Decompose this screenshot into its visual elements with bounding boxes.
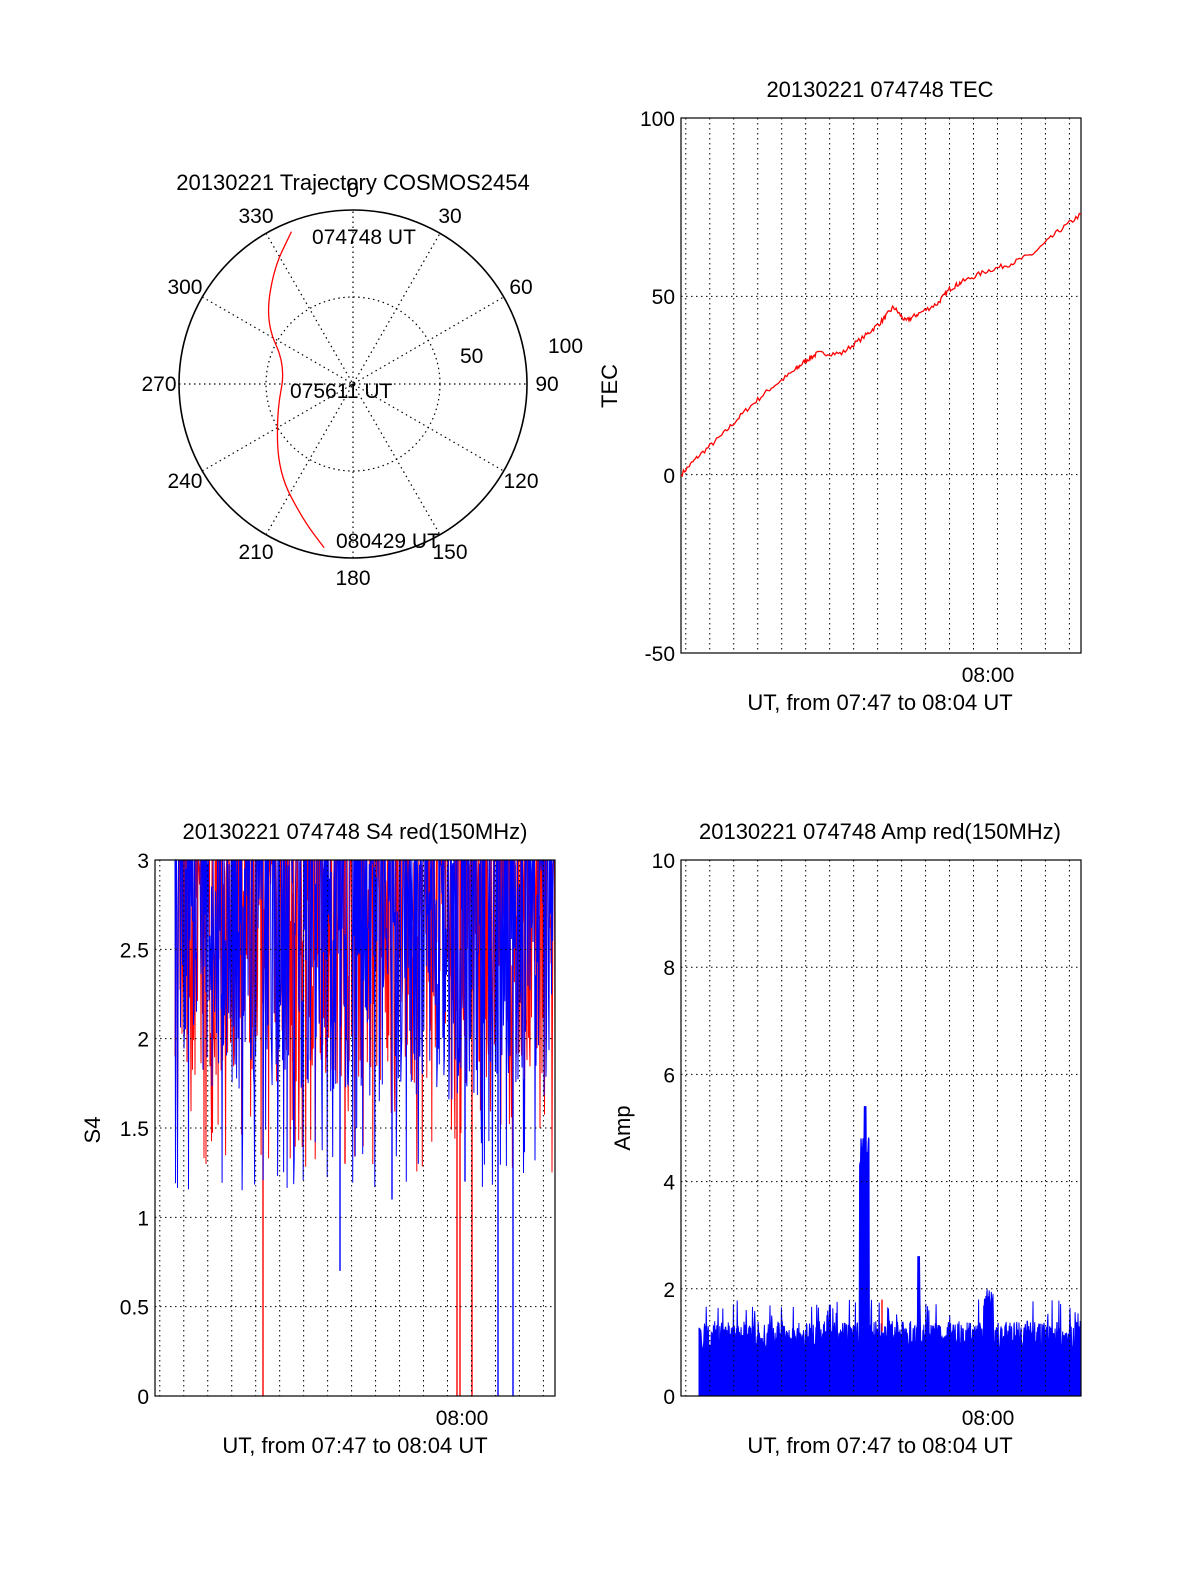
s4-ytick-1.5: 1.5 xyxy=(120,1118,149,1141)
s4-title: 20130221 074748 S4 red(150MHz) xyxy=(183,819,528,844)
polar-az-label-0: 0 xyxy=(347,179,359,202)
tec-ytick-100: 100 xyxy=(640,108,675,131)
polar-az-label-60: 60 xyxy=(509,276,532,299)
tec-series-line xyxy=(680,212,1082,478)
s4-plot-frame xyxy=(154,859,556,1397)
polar-az-label-300: 300 xyxy=(167,276,202,299)
amp-series xyxy=(698,1106,1082,1397)
polar-radial-label-100: 100 xyxy=(548,335,583,358)
tec-ytick-0: 0 xyxy=(663,465,675,488)
s4-ytick-2.5: 2.5 xyxy=(120,939,149,962)
s4-yticks: 3 2.5 2 1.5 1 0.5 0 xyxy=(120,850,149,1409)
tec-plot-frame xyxy=(680,117,1082,654)
s4-panel: 20130221 074748 S4 red(150MHz) 3 2.5 2 1.5 1… xyxy=(80,819,556,1458)
polar-end-label: 080429 UT xyxy=(336,530,440,553)
polar-outer-circle xyxy=(178,209,528,559)
amp-ytick-6: 6 xyxy=(663,1064,675,1087)
s4-ytick-1: 1 xyxy=(137,1207,149,1230)
tec-panel: 20130221 074748 TEC 100 50 0 -50 08:00 U… xyxy=(597,77,1082,715)
tec-ytick-50: 50 xyxy=(652,286,675,309)
polar-panel: 20130221 Trajectory COSMOS2454 0 30 60 90 12… xyxy=(141,170,583,590)
polar-mid-label: 075611 UT xyxy=(290,380,393,403)
polar-spoke-60 xyxy=(202,296,504,472)
polar-az-label-270: 270 xyxy=(141,373,176,396)
tec-ytick-neg50: -50 xyxy=(645,643,675,666)
amp-xtick-0800: 08:00 xyxy=(962,1407,1015,1430)
polar-radial-label-50: 50 xyxy=(460,345,483,368)
polar-az-label-330: 330 xyxy=(238,205,273,228)
tec-xtick-0800: 08:00 xyxy=(962,664,1015,687)
tec-title: 20130221 074748 TEC xyxy=(766,77,993,102)
polar-start-label: 074748 UT xyxy=(312,226,416,249)
tec-grid xyxy=(681,118,1081,653)
amp-ytick-10: 10 xyxy=(652,850,675,873)
polar-trajectory-line xyxy=(267,231,325,549)
polar-ring-50 xyxy=(265,296,441,472)
polar-az-label-90: 90 xyxy=(535,373,558,396)
amp-title: 20130221 074748 Amp red(150MHz) xyxy=(699,819,1061,844)
tec-xlabel: UT, from 07:47 to 08:04 UT xyxy=(747,690,1012,715)
amp-ylabel: Amp xyxy=(610,1105,635,1150)
s4-ytick-0.5: 0.5 xyxy=(120,1297,149,1320)
polar-title: 20130221 Trajectory COSMOS2454 xyxy=(176,170,529,195)
amp-xlabel: UT, from 07:47 to 08:04 UT xyxy=(747,1433,1012,1458)
polar-az-label-120: 120 xyxy=(503,470,538,493)
polar-spoke-30 xyxy=(265,233,441,535)
polar-az-label-30: 30 xyxy=(438,205,461,228)
polar-grid xyxy=(179,210,527,558)
amp-yticks: 10 8 6 4 2 0 xyxy=(652,850,676,1409)
amp-ytick-8: 8 xyxy=(663,957,675,980)
polar-azimuth-labels: 0 30 60 90 120 150 180 210 240 270 300 330 xyxy=(141,179,558,590)
polar-az-label-150: 150 xyxy=(432,541,467,564)
s4-grid xyxy=(155,860,555,1396)
amp-plot-frame xyxy=(680,859,1082,1397)
amp-grid xyxy=(681,860,1081,1396)
amp-panel: 20130221 074748 Amp red(150MHz) 1086420 … xyxy=(610,819,1082,1458)
s4-blue-trace xyxy=(174,858,555,1191)
polar-spoke-150 xyxy=(265,233,441,535)
polar-az-label-240: 240 xyxy=(167,470,202,493)
polar-az-label-180: 180 xyxy=(335,567,370,590)
s4-xlabel: UT, from 07:47 to 08:04 UT xyxy=(222,1433,487,1458)
s4-ylabel: S4 xyxy=(80,1117,105,1144)
s4-ytick-2: 2 xyxy=(137,1029,149,1052)
s4-xtick-0800: 08:00 xyxy=(436,1407,489,1430)
amp-ytick-0: 0 xyxy=(663,1386,675,1409)
polar-spoke-120 xyxy=(202,296,504,472)
s4-ytick-3: 3 xyxy=(137,850,149,873)
s4-ytick-0: 0 xyxy=(137,1386,149,1409)
amp-blue-trace xyxy=(698,1106,1082,1397)
amp-ytick-2: 2 xyxy=(663,1279,675,1302)
amp-ytick-4: 4 xyxy=(663,1172,675,1195)
polar-az-label-210: 210 xyxy=(238,541,273,564)
tec-ylabel: TEC xyxy=(597,364,622,408)
